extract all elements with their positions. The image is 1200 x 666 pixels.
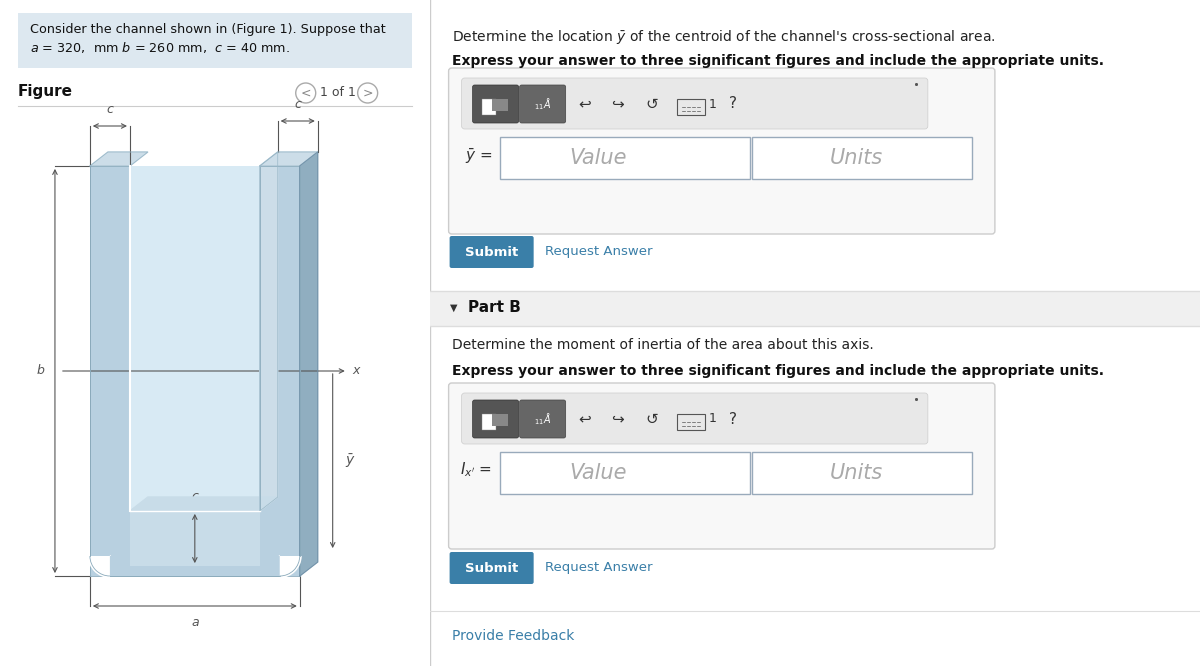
Wedge shape [278, 555, 301, 578]
Text: c: c [107, 103, 113, 116]
Text: ↪: ↪ [611, 97, 624, 111]
Text: ↺: ↺ [646, 97, 658, 111]
Polygon shape [259, 152, 318, 166]
Bar [677, 99, 704, 115]
FancyBboxPatch shape [462, 78, 928, 129]
FancyBboxPatch shape [520, 85, 565, 123]
Text: Value: Value [570, 148, 628, 168]
Polygon shape [130, 497, 277, 511]
FancyBboxPatch shape [499, 452, 750, 494]
Text: 1: 1 [709, 412, 716, 426]
Text: Express your answer to three significant figures and include the appropriate uni: Express your answer to three significant… [451, 54, 1104, 68]
FancyBboxPatch shape [751, 137, 972, 179]
Bar [677, 414, 704, 430]
Polygon shape [130, 511, 259, 566]
FancyBboxPatch shape [473, 400, 518, 438]
Text: Units: Units [830, 148, 883, 168]
Text: ↩: ↩ [578, 97, 592, 111]
Bar [430, 291, 1200, 326]
FancyBboxPatch shape [449, 68, 995, 234]
Text: Figure: Figure [18, 84, 73, 99]
Text: 1: 1 [709, 97, 716, 111]
Text: Submit: Submit [466, 246, 518, 258]
Text: ↺: ↺ [646, 412, 658, 426]
Polygon shape [259, 152, 277, 511]
FancyBboxPatch shape [751, 452, 972, 494]
Text: x: x [353, 364, 360, 378]
FancyBboxPatch shape [450, 552, 534, 584]
Text: Submit: Submit [466, 561, 518, 575]
Polygon shape [90, 166, 300, 576]
Text: b: b [37, 364, 44, 378]
Text: Provide Feedback: Provide Feedback [451, 629, 574, 643]
Polygon shape [300, 152, 318, 576]
Polygon shape [130, 166, 259, 511]
Bar [481, 414, 496, 430]
FancyBboxPatch shape [450, 236, 534, 268]
Text: ↩: ↩ [578, 412, 592, 426]
Text: c: c [191, 490, 198, 503]
FancyBboxPatch shape [499, 137, 750, 179]
Text: a: a [191, 615, 199, 629]
Wedge shape [88, 555, 110, 578]
Text: $\bar{y}$ =: $\bar{y}$ = [464, 147, 492, 166]
Text: Units: Units [830, 463, 883, 483]
Polygon shape [90, 152, 148, 166]
Text: Determine the moment of inertia of the area about this axis.: Determine the moment of inertia of the a… [451, 338, 874, 352]
FancyBboxPatch shape [520, 400, 565, 438]
Text: Value: Value [570, 463, 628, 483]
Text: ?: ? [728, 412, 737, 426]
FancyBboxPatch shape [18, 13, 412, 68]
FancyBboxPatch shape [449, 383, 995, 549]
Text: $_{\mathregular{11}}\AA$: $_{\mathregular{11}}\AA$ [534, 96, 551, 112]
Text: Express your answer to three significant figures and include the appropriate uni: Express your answer to three significant… [451, 364, 1104, 378]
Text: Request Answer: Request Answer [545, 246, 652, 258]
Text: ↪: ↪ [611, 412, 624, 426]
Text: $I_{x^\prime}$ =: $I_{x^\prime}$ = [460, 461, 492, 480]
Bar [481, 99, 496, 115]
Text: $a$ = 320,  mm $b$ = 260 mm,  $c$ = 40 mm.: $a$ = 320, mm $b$ = 260 mm, $c$ = 40 mm. [30, 40, 290, 55]
Text: ?: ? [728, 97, 737, 111]
Text: c: c [294, 98, 301, 111]
Text: Request Answer: Request Answer [545, 561, 652, 575]
Text: >: > [362, 87, 373, 99]
FancyBboxPatch shape [473, 85, 518, 123]
Text: 1 of 1: 1 of 1 [319, 87, 355, 99]
Bar [492, 99, 508, 111]
Text: $\bar{y}$: $\bar{y}$ [344, 452, 355, 470]
FancyBboxPatch shape [462, 393, 928, 444]
Bar [492, 414, 508, 426]
Text: Part B: Part B [468, 300, 521, 316]
Text: Consider the channel shown in (Figure 1). Suppose that: Consider the channel shown in (Figure 1)… [30, 23, 385, 36]
Text: ▼: ▼ [450, 303, 457, 313]
Text: Determine the location $\bar{y}$ of the centroid of the channel's cross-sectiona: Determine the location $\bar{y}$ of the … [451, 28, 995, 46]
Text: $_{\mathregular{11}}\AA$: $_{\mathregular{11}}\AA$ [534, 411, 551, 427]
Text: <: < [300, 87, 311, 99]
